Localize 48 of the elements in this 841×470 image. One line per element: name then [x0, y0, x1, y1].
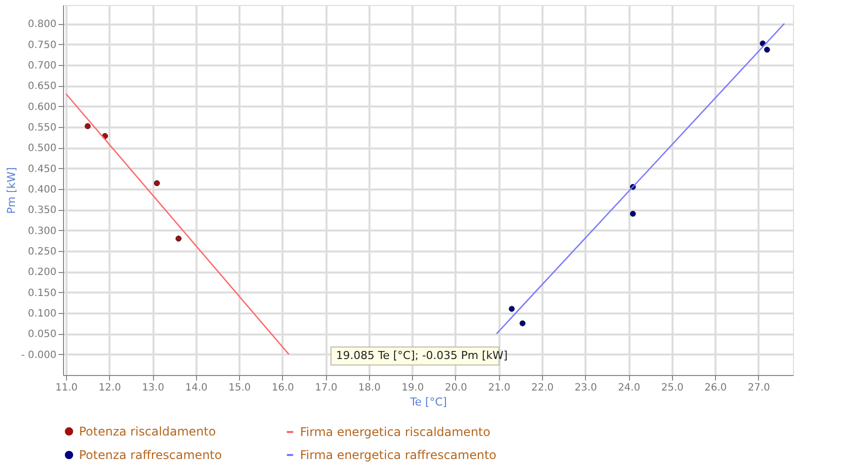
- x-tick-label: 16.0: [272, 382, 294, 394]
- legend-label: Firma energetica raffrescamento: [300, 448, 496, 462]
- y-tick-label: 0.650: [28, 81, 56, 92]
- y-tick-label: - 0.000: [21, 350, 56, 361]
- x-tick-label: 20.0: [444, 382, 468, 394]
- x-axis-title: Te [°C]: [409, 396, 447, 408]
- y-tick-label: 0.800: [28, 19, 56, 30]
- x-tick-label: 15.0: [228, 382, 251, 394]
- legend-label: Firma energetica riscaldamento: [300, 425, 490, 439]
- x-tick-label: 13.0: [142, 382, 164, 394]
- y-tick-label: 0.450: [28, 164, 56, 175]
- x-tick-label: 17.0: [315, 382, 338, 394]
- x-tick-label: 22.0: [531, 382, 554, 394]
- x-tick-label: 11.0: [55, 382, 78, 394]
- point: [84, 123, 91, 130]
- y-tick-label: 0.150: [28, 288, 56, 299]
- point: [630, 210, 636, 217]
- point: [764, 46, 770, 53]
- legend-label: Potenza riscaldamento: [79, 424, 216, 438]
- x-tick-label: 18.0: [358, 382, 381, 394]
- x-tick-label: 12.0: [98, 382, 121, 394]
- y-tick-label: 0.050: [28, 329, 56, 340]
- y-tick-label: 0.700: [28, 60, 56, 72]
- y-tick-label: 0.400: [28, 184, 56, 196]
- x-tick-label: 21.0: [488, 382, 510, 394]
- y-axis-title: Pm [kW]: [5, 167, 18, 214]
- x-tick-label: 27.0: [748, 382, 770, 394]
- annotation: 19.085 Te [°C]; -0.035 Pm [kW]: [336, 349, 508, 362]
- point: [520, 320, 526, 326]
- y-tick-label: 0.200: [28, 267, 56, 278]
- y-tick-label: 0.100: [28, 308, 56, 320]
- y-tick-label: 0.750: [28, 40, 56, 51]
- x-tick-label: 23.0: [574, 382, 597, 394]
- legend-label: Potenza raffrescamento: [79, 448, 222, 462]
- y-tick-label: 0.350: [28, 205, 56, 216]
- y-tick-label: 0.300: [28, 226, 56, 237]
- x-tick-label: 25.0: [661, 382, 684, 394]
- x-tick-label: 24.0: [618, 382, 640, 394]
- x-tick-label: 14.0: [185, 382, 208, 394]
- point: [508, 306, 515, 312]
- y-tick-label: 0.250: [28, 246, 56, 258]
- point: [154, 180, 160, 186]
- x-tick-label: 19.0: [402, 382, 424, 394]
- y-tick-label: 0.500: [28, 143, 56, 154]
- y-tick-label: 0.600: [28, 102, 56, 113]
- x-tick-label: 26.0: [704, 382, 727, 394]
- y-tick-label: 0.550: [28, 122, 56, 134]
- point: [176, 236, 182, 242]
